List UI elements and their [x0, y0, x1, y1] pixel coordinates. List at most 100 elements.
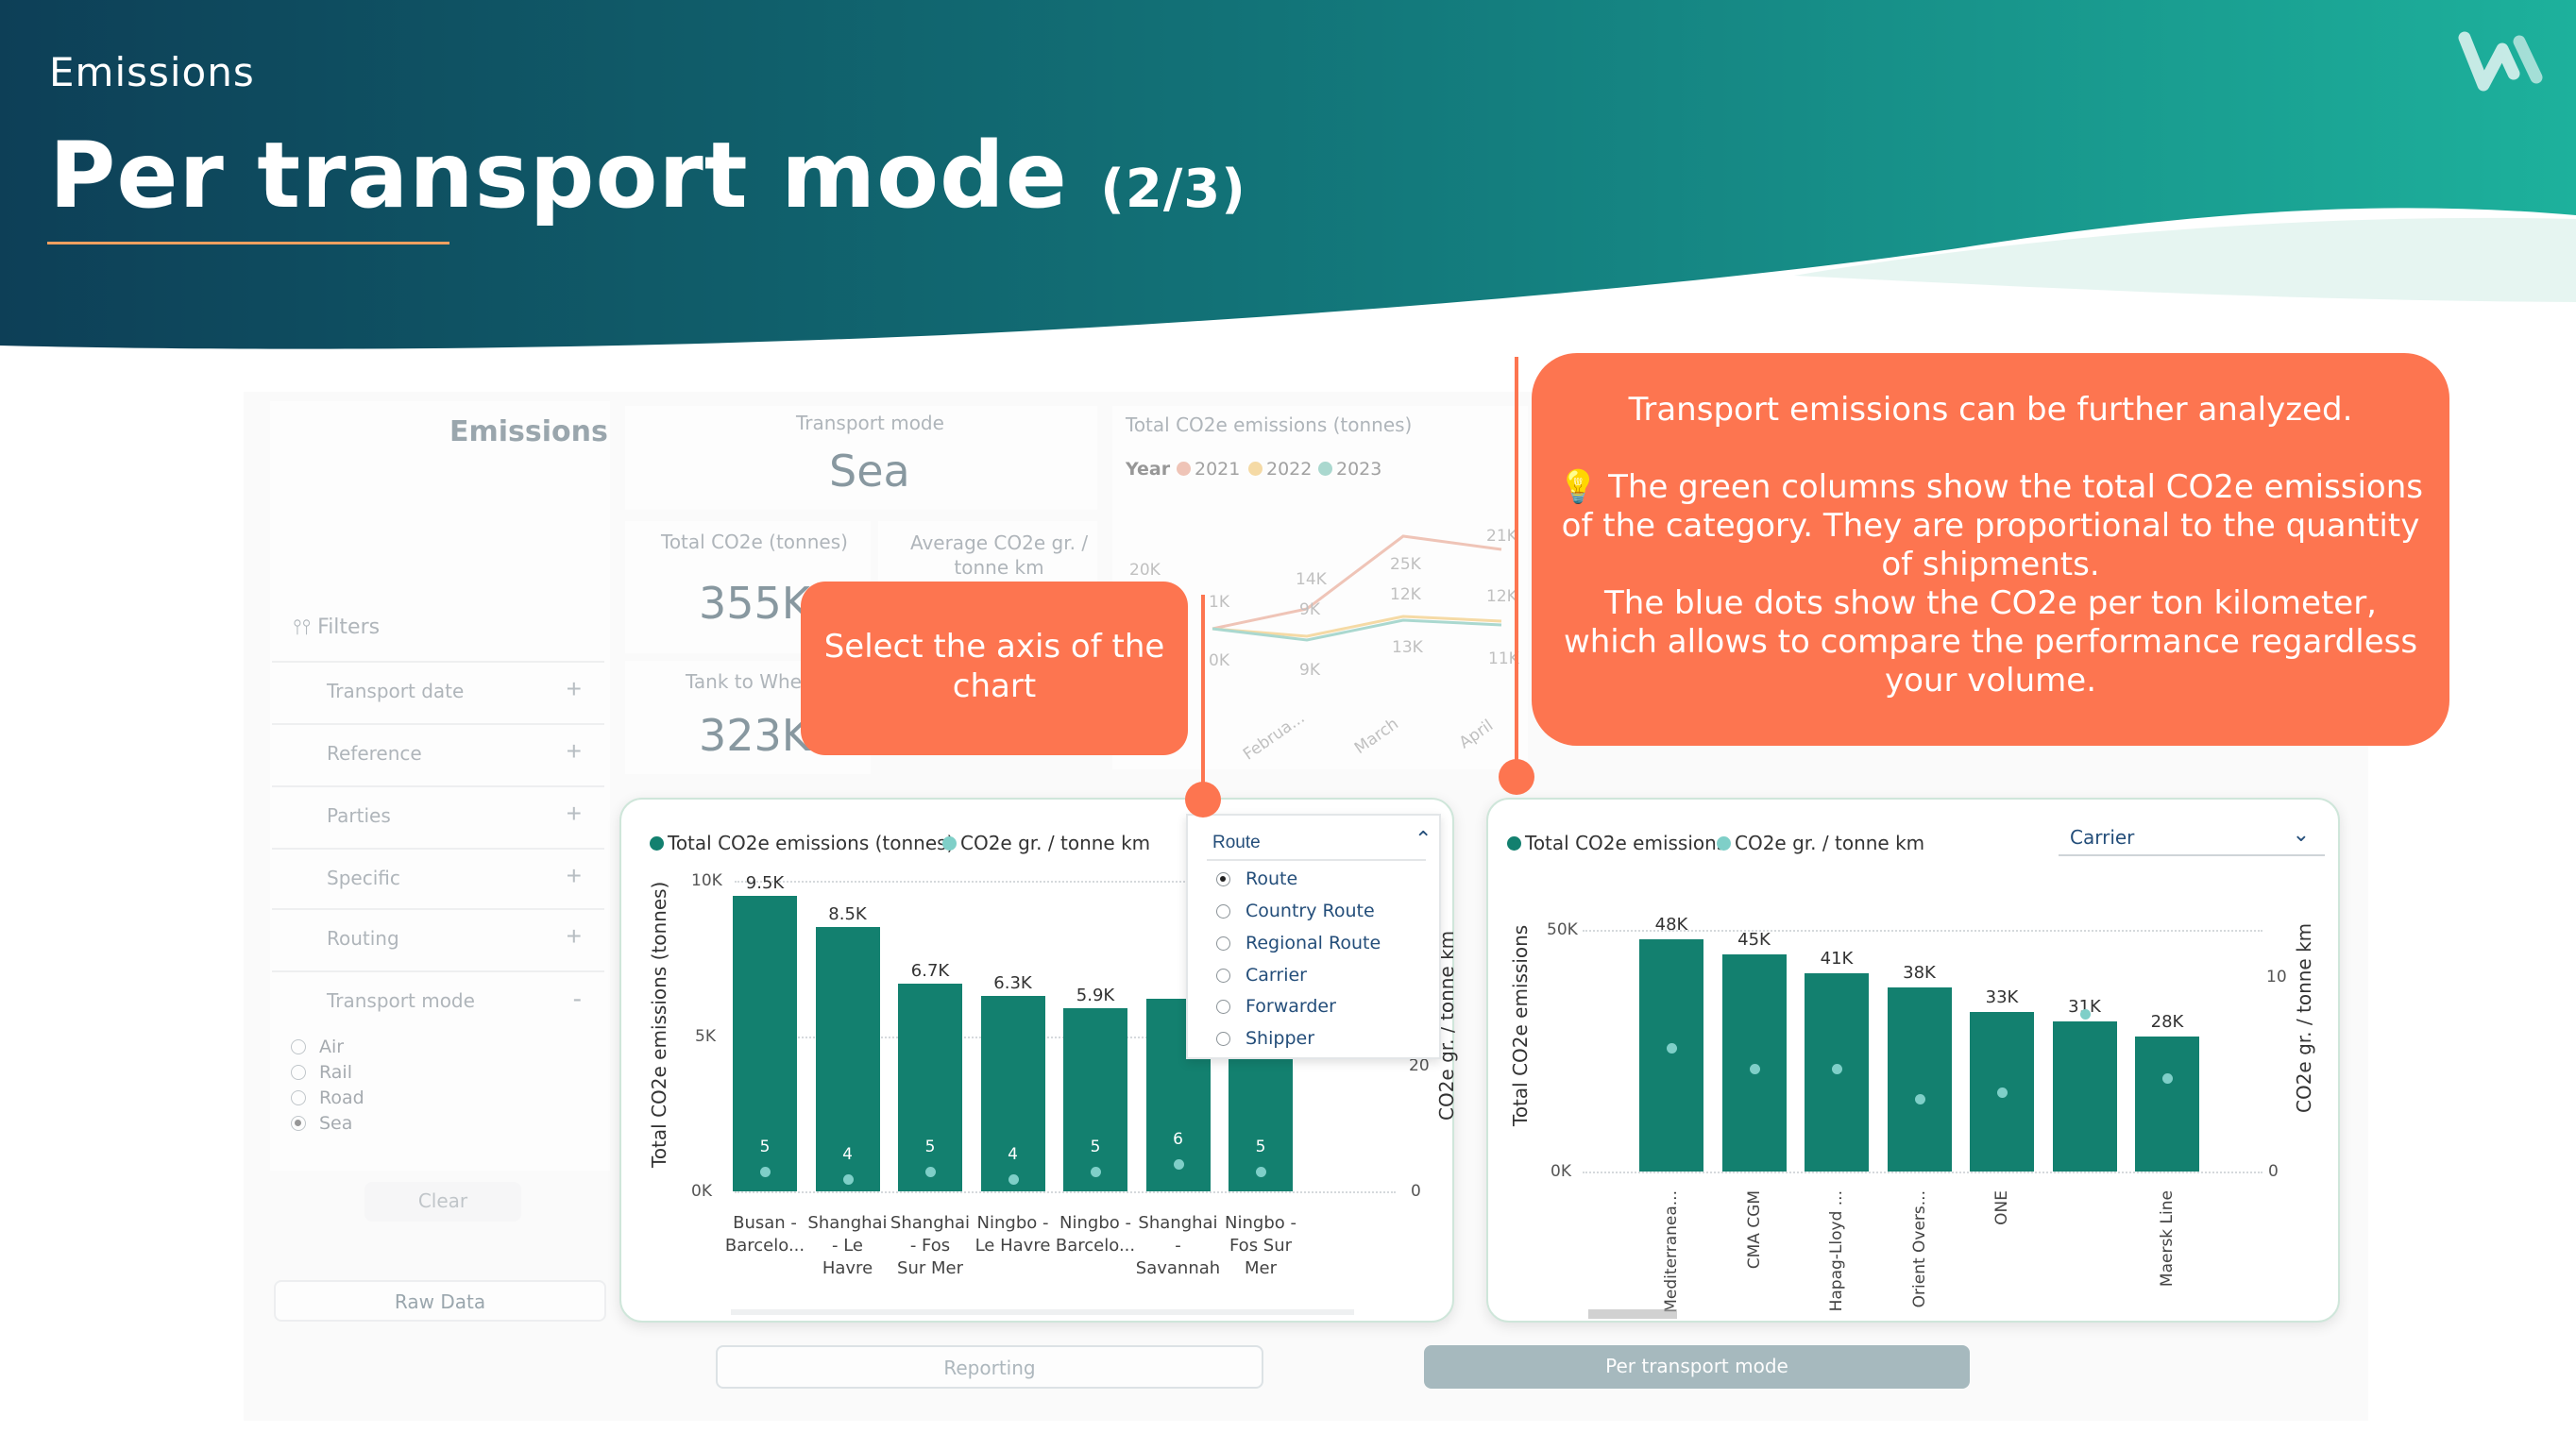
route-intensity-label: 5: [759, 1137, 771, 1156]
option-label: Carrier: [1246, 965, 1307, 986]
route-intensity-label: 5: [1090, 1137, 1101, 1156]
raw-data-button[interactable]: Raw Data: [274, 1280, 606, 1322]
expand-plus-icon[interactable]: +: [566, 921, 582, 951]
kpi-value: 355K: [699, 578, 810, 629]
title-underline: [47, 242, 449, 244]
carrier-scrollbar[interactable]: [1588, 1309, 1677, 1319]
legend-dot-icon: [1318, 462, 1332, 476]
filters-label: Filters: [317, 615, 381, 639]
mode-radio-road[interactable]: Road: [291, 1088, 364, 1108]
dropdown-option-regional-route[interactable]: Regional Route: [1216, 933, 1381, 953]
carrier-y2-axis-title: CO2e gr. / tonne km: [2293, 922, 2315, 1113]
carrier-intensity-dot: [1914, 1093, 1925, 1104]
carrier-value-label: 28K: [2150, 1011, 2184, 1032]
expand-plus-icon[interactable]: +: [566, 674, 582, 703]
route-intensity-label: 4: [1008, 1145, 1018, 1165]
line-chart-title: Total CO2e emissions (tonnes): [1126, 413, 1413, 436]
route-value-label: 9.5K: [745, 873, 785, 894]
dropdown-title: Route: [1212, 833, 1261, 852]
tab-per-transport-mode[interactable]: Per transport mode: [1424, 1345, 1970, 1389]
radio-icon: [291, 1090, 306, 1105]
route-x-label: Busan - Barcelo...: [724, 1213, 805, 1256]
legend-dot-icon: [1248, 462, 1263, 476]
radio-label: Air: [319, 1037, 345, 1057]
carrier-y2-tick: 10: [2266, 968, 2287, 986]
carrier-x-label: Maersk Line: [2158, 1190, 2177, 1288]
filter-routing[interactable]: Routing +: [272, 908, 604, 970]
route-intensity-dot: [1256, 1166, 1266, 1177]
chevron-down-icon[interactable]: ⌄: [2292, 822, 2310, 846]
axis-callout-pointer: [1201, 595, 1205, 801]
carrier-x-label: ONE: [1992, 1190, 2011, 1225]
line-label: 0K: [1209, 651, 1229, 670]
route-intensity-dot: [1091, 1166, 1101, 1177]
filter-specific[interactable]: Specific +: [272, 848, 604, 910]
dropdown-option-carrier[interactable]: Carrier: [1216, 965, 1307, 986]
chevron-up-icon[interactable]: ⌃: [1415, 827, 1432, 851]
mode-radio-rail[interactable]: Rail: [291, 1062, 352, 1083]
route-intensity-dot: [925, 1166, 936, 1177]
filter-label: Transport date: [327, 680, 465, 702]
kpi-label: Total CO2e (tonnes): [661, 531, 848, 553]
dropdown-option-forwarder[interactable]: Forwarder: [1216, 996, 1336, 1017]
mode-radio-sea[interactable]: Sea: [291, 1113, 352, 1134]
legend-label: Total CO2e emissions: [1525, 832, 1727, 854]
carrier-axis-dropdown[interactable]: Carrier ⌄: [2059, 817, 2325, 856]
carrier-legend-total: Total CO2e emissions: [1507, 832, 1726, 854]
dropdown-option-shipper[interactable]: Shipper: [1216, 1028, 1314, 1049]
route-bar: [980, 995, 1045, 1191]
legend-label: 2022: [1266, 459, 1313, 480]
legend-label: CO2e gr. / tonne km: [960, 832, 1151, 854]
route-legend-total: Total CO2e emissions (tonnes): [650, 832, 954, 854]
carrier-intensity-dot: [1832, 1063, 1842, 1074]
radio-label: Sea: [319, 1113, 353, 1134]
route-axis-dropdown[interactable]: Route ⌃ Route Country Route Regional Rou…: [1186, 814, 1441, 1059]
carrier-bar: [1639, 939, 1703, 1172]
tab-reporting[interactable]: Reporting: [716, 1345, 1263, 1389]
callout-columns-note: 💡 The green columns show the total CO2e …: [1558, 468, 2423, 583]
route-y2-tick: 20: [1409, 1056, 1430, 1075]
axis-callout-dot: [1185, 782, 1221, 818]
route-y2-tick: 0: [1411, 1182, 1421, 1201]
route-intensity-dot: [1008, 1174, 1019, 1186]
dropdown-option-country-route[interactable]: Country Route: [1216, 901, 1375, 921]
route-y-tick: 0K: [691, 1182, 712, 1201]
carrier-chart-card: Total CO2e emissions CO2e gr. / tonne km…: [1486, 798, 2340, 1323]
filter-transport-date[interactable]: Transport date +: [272, 661, 604, 723]
filter-parties[interactable]: Parties +: [272, 785, 604, 848]
filter-transport-mode[interactable]: Transport mode -: [272, 970, 604, 1033]
mode-radio-air[interactable]: Air: [291, 1037, 344, 1057]
legend-dot-icon: [942, 836, 957, 851]
expand-plus-icon[interactable]: +: [566, 799, 582, 828]
filter-reference[interactable]: Reference +: [272, 723, 604, 785]
radio-icon: [1216, 969, 1230, 983]
year-legend-title: Year: [1126, 459, 1171, 480]
legend-label: 2021: [1195, 459, 1241, 480]
route-value-label: 6.3K: [993, 972, 1032, 993]
route-scrollbar[interactable]: [731, 1309, 1354, 1315]
line-2023: [1212, 618, 1502, 642]
route-gridline: [735, 881, 1396, 883]
route-legend-intensity: CO2e gr. / tonne km: [942, 832, 1150, 854]
dropdown-option-route[interactable]: Route: [1216, 868, 1297, 889]
line-label: 13K: [1392, 638, 1423, 657]
page-title: Per transport mode (2/3): [49, 123, 1246, 228]
clear-button[interactable]: Clear: [364, 1182, 521, 1222]
collapse-minus-icon[interactable]: -: [572, 984, 582, 1013]
route-intensity-label: 6: [1173, 1129, 1183, 1149]
expand-plus-icon[interactable]: +: [566, 736, 582, 766]
expand-plus-icon[interactable]: +: [566, 861, 582, 890]
kpi-label: Tank to Whee: [686, 670, 814, 693]
legend-2023: 2023: [1318, 459, 1381, 480]
kpi-label: Average CO2e gr. / tonne km: [909, 531, 1089, 579]
route-x-label: Ningbo - Le Havre: [974, 1213, 1051, 1256]
carrier-value-label: 48K: [1654, 915, 1688, 936]
callout-dots-note: The blue dots show the CO2e per ton kilo…: [1563, 584, 2418, 700]
dropdown-value: Carrier: [2070, 826, 2135, 849]
filters-heading: ⫯⫯ Filters: [293, 615, 380, 639]
carrier-bar: [1721, 953, 1787, 1172]
carrier-x-label: Orient Overs...: [1909, 1190, 1929, 1308]
radio-icon: [291, 1039, 306, 1054]
analysis-callout-pointer: [1515, 357, 1518, 772]
legend-dot-icon: [650, 836, 664, 851]
